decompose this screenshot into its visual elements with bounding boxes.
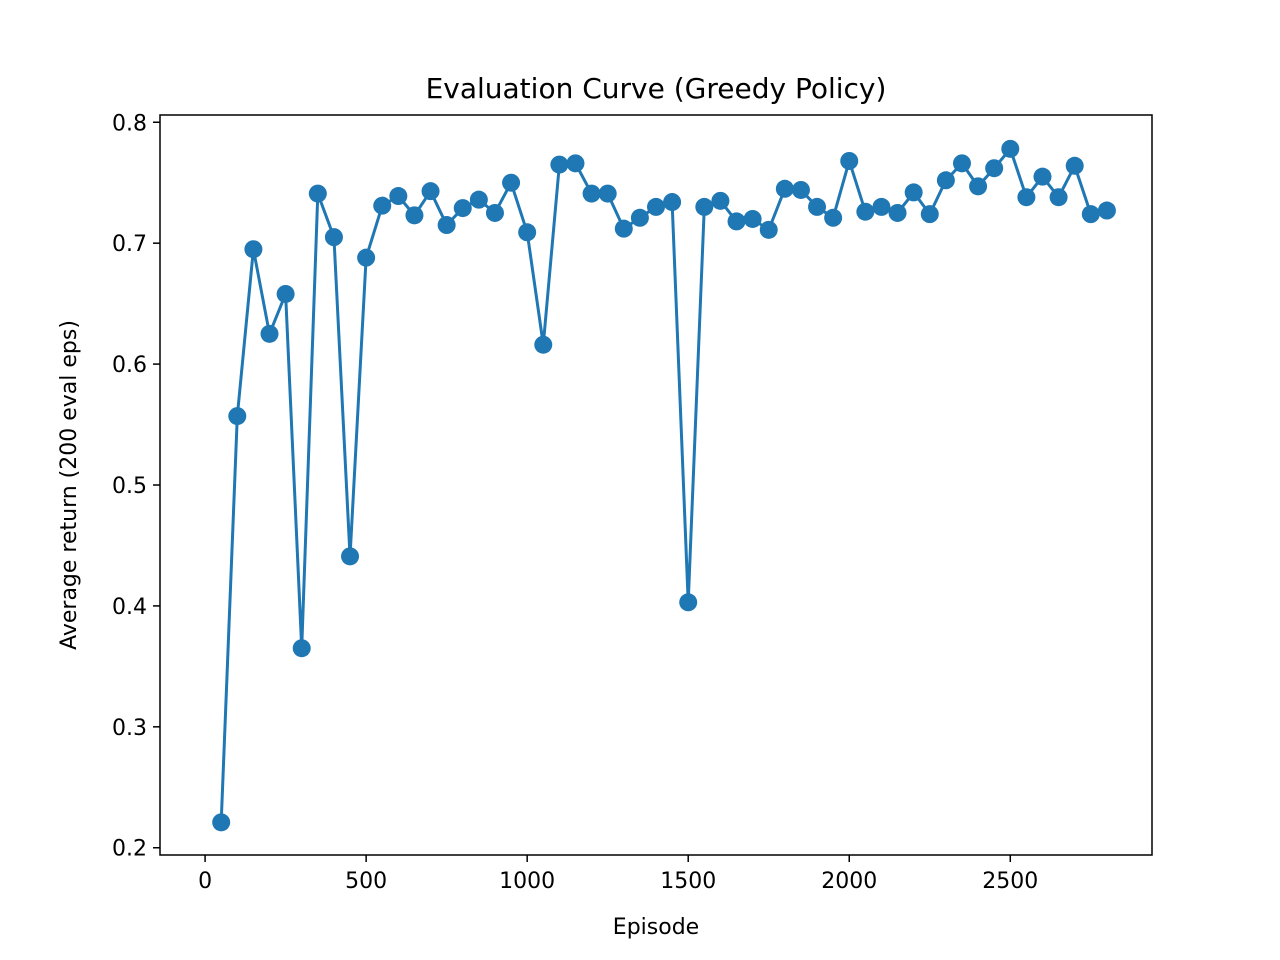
data-point: [743, 209, 762, 228]
data-point: [292, 639, 311, 658]
data-point: [534, 335, 553, 354]
data-point: [244, 240, 263, 259]
data-point: [437, 216, 456, 235]
data-point: [647, 197, 665, 216]
data-point: [260, 324, 279, 343]
data-point: [308, 184, 327, 203]
x-tick-label: 1000: [499, 869, 555, 894]
data-point: [791, 180, 810, 199]
data-point: [856, 202, 875, 221]
x-tick-label: 0: [198, 869, 212, 894]
data-point: [679, 593, 698, 612]
x-tick-label: 1500: [660, 869, 716, 894]
data-point: [872, 197, 891, 216]
y-tick-label: 0.3: [112, 716, 147, 741]
x-axis-label: Episode: [613, 915, 699, 940]
data-point: [421, 182, 440, 201]
data-point: [485, 203, 504, 222]
data-point: [518, 223, 537, 242]
data-point: [920, 205, 939, 224]
data-point: [228, 407, 247, 426]
y-tick-label: 0.4: [112, 595, 147, 620]
chart-title: Evaluation Curve (Greedy Policy): [426, 72, 887, 105]
data-point: [936, 171, 955, 190]
data-point: [888, 203, 907, 222]
data-point: [904, 183, 923, 202]
data-point: [324, 228, 343, 247]
data-point: [614, 219, 633, 238]
data-point: [727, 212, 746, 231]
data-point: [969, 177, 988, 196]
data-point: [582, 184, 601, 203]
data-point: [502, 173, 521, 192]
data-point: [341, 547, 360, 566]
y-axis-label: Average return (200 eval eps): [57, 320, 82, 650]
x-tick-label: 2000: [821, 869, 877, 894]
data-point: [952, 154, 971, 173]
data-point: [1017, 188, 1036, 207]
data-point: [775, 179, 794, 198]
data-point: [550, 155, 569, 174]
data-point: [566, 154, 585, 173]
data-point: [808, 197, 827, 216]
data-point: [357, 248, 376, 267]
data-point: [759, 220, 778, 239]
data-point: [695, 197, 714, 216]
plot-frame: [159, 114, 1153, 856]
data-point: [985, 159, 1004, 178]
data-point: [1065, 156, 1084, 175]
y-tick-label: 0.5: [112, 474, 147, 499]
data-point: [1049, 188, 1068, 207]
data-point: [630, 208, 649, 227]
data-point: [1081, 205, 1100, 224]
data-point: [1033, 167, 1052, 186]
data-point: [373, 196, 392, 215]
axis-ticks: 0 500 1000 1500 2000 2500 0.2 0.3 0.4 0.5 0.6 0.7 0.…: [112, 111, 1038, 894]
data-point: [1097, 201, 1116, 220]
data-point: [276, 284, 295, 303]
x-tick-label: 2500: [982, 869, 1038, 894]
series-layer: [212, 139, 1116, 832]
data-point: [840, 151, 859, 170]
y-tick-label: 0.7: [112, 232, 147, 257]
data-point: [598, 184, 617, 203]
data-point: [711, 191, 730, 210]
y-tick-label: 0.8: [112, 111, 147, 136]
data-point: [389, 187, 408, 206]
y-tick-label: 0.6: [112, 353, 147, 378]
data-point: [453, 199, 472, 218]
data-point: [469, 190, 488, 209]
y-tick-label: 0.2: [112, 837, 147, 862]
data-point: [405, 206, 424, 225]
data-point: [1001, 139, 1020, 158]
data-point: [212, 813, 231, 832]
data-point: [824, 208, 843, 227]
x-tick-label: 500: [345, 869, 387, 894]
data-point: [663, 193, 682, 212]
